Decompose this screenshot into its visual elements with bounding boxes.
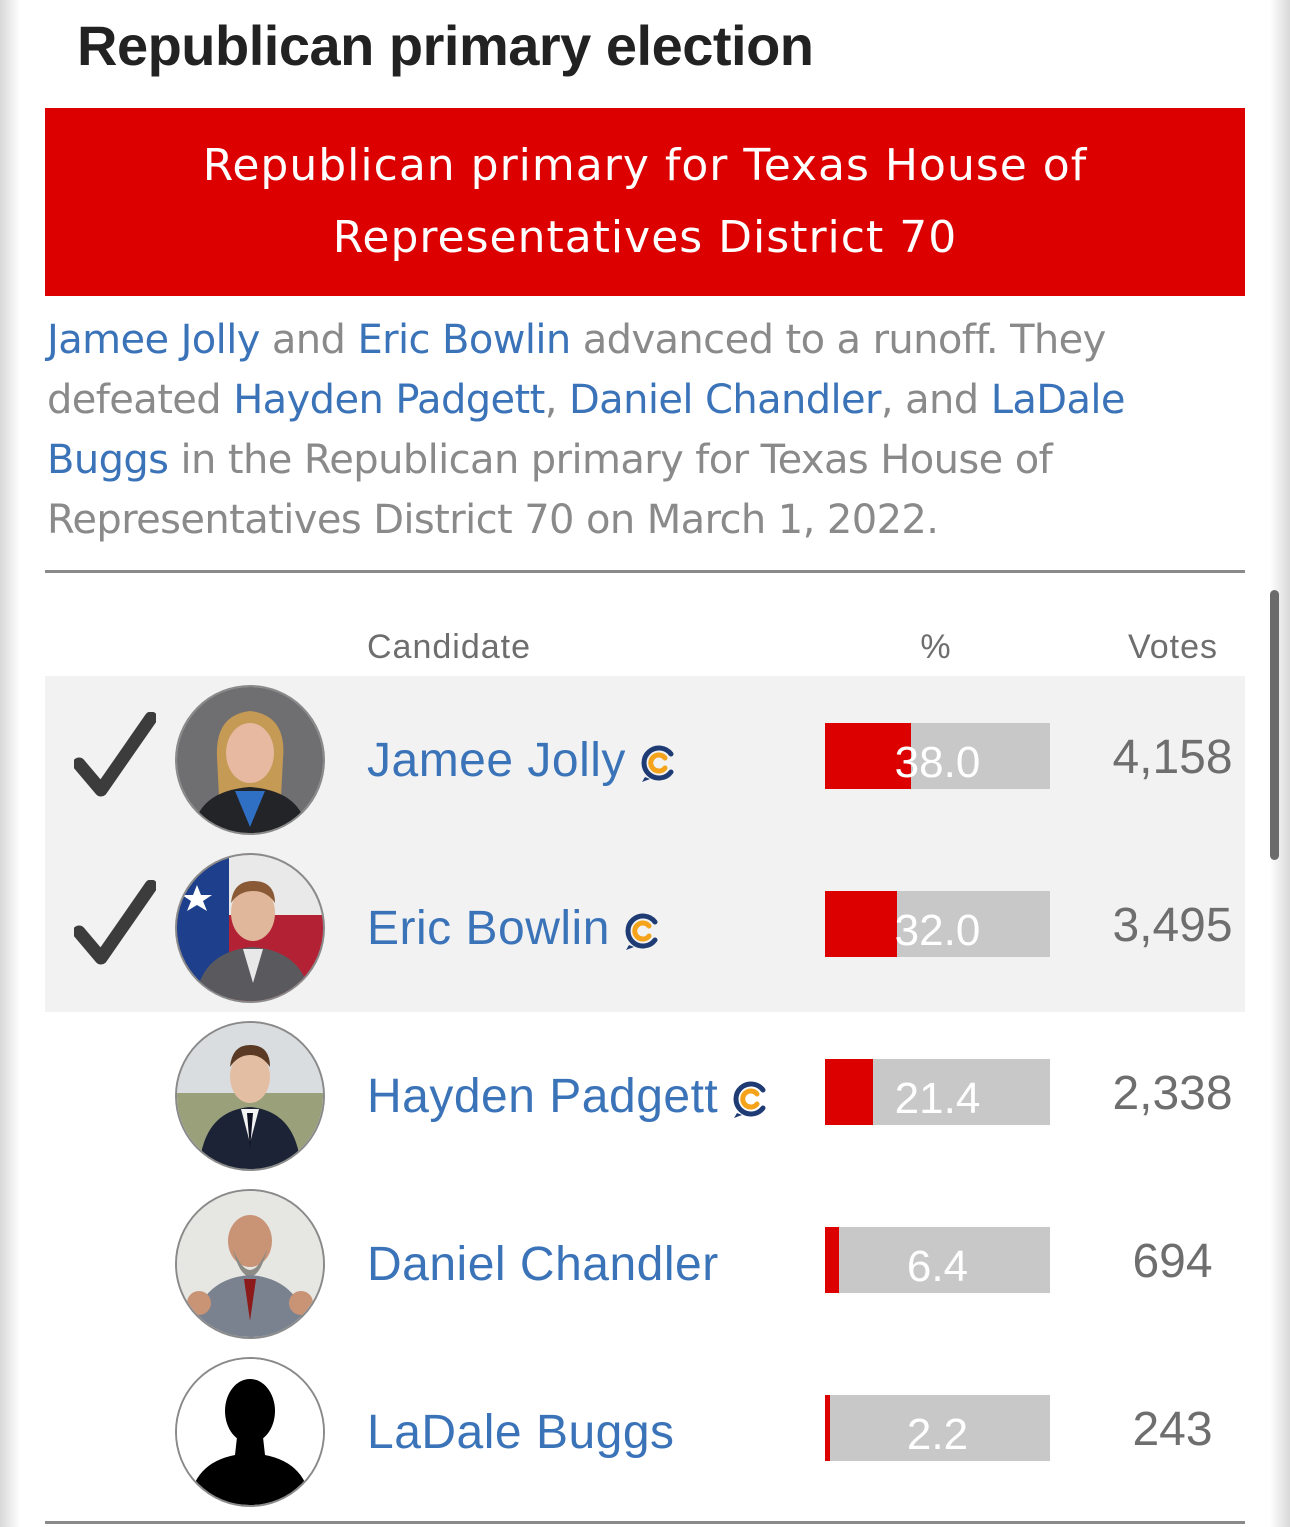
candidate-name: Eric Bowlin	[367, 902, 610, 955]
percent-bar-fill	[825, 1395, 830, 1461]
candidate-name-link[interactable]: Daniel Chandler	[367, 1235, 719, 1295]
table-row: Hayden Padgett 21.4 2,338	[45, 1012, 1245, 1180]
candidate-name: Daniel Chandler	[367, 1238, 719, 1291]
percent-bar-fill	[825, 723, 911, 789]
divider	[45, 570, 1245, 573]
candidate-name-link[interactable]: Eric Bowlin	[367, 899, 662, 959]
candidate-name-link[interactable]: Hayden Padgett	[367, 1067, 770, 1127]
summary-link-candidate[interactable]: LaDale Buggs	[47, 377, 1126, 483]
summary-text: in the Republican primary for Texas Hous…	[47, 437, 1053, 543]
section-title: Republican primary election	[77, 14, 814, 77]
race-title: Republican primary for Texas House of Re…	[202, 140, 1088, 263]
vote-count: 2,338	[1112, 1067, 1233, 1120]
candidate-name: Hayden Padgett	[367, 1070, 719, 1123]
avatar-placeholder[interactable]	[175, 1357, 325, 1507]
summary-link-candidate[interactable]: Daniel Chandler	[568, 377, 882, 423]
percent-bar: 6.4	[825, 1227, 1050, 1293]
vote-count: 243	[1132, 1403, 1213, 1456]
percent-value: 2.2	[906, 1410, 969, 1459]
summary-link-candidate[interactable]: Hayden Padgett	[233, 377, 545, 423]
table-row: Jamee Jolly 38.0 4,158	[45, 676, 1245, 844]
summary-link-candidate[interactable]: Jamee Jolly	[47, 317, 260, 363]
ballotpedia-c-icon[interactable]	[732, 1079, 770, 1119]
percent-bar: 32.0	[825, 891, 1050, 957]
page-edge-shadow-left	[0, 0, 20, 1527]
percent-bar-fill	[825, 1059, 874, 1125]
check-icon	[74, 880, 156, 965]
percent-bar: 21.4	[825, 1059, 1050, 1125]
percent-bar: 38.0	[825, 723, 1050, 789]
summary-text: advanced to a runoff. They defeated	[47, 317, 1106, 423]
summary-text: ,	[544, 377, 569, 423]
summary-text: and	[259, 317, 358, 363]
race-summary: Jamee Jolly and Eric Bowlin advanced to …	[47, 310, 1147, 550]
divider	[45, 1521, 1245, 1524]
page-edge-shadow-right	[1270, 0, 1290, 1527]
avatar[interactable]	[175, 853, 325, 1003]
vote-count: 694	[1132, 1235, 1213, 1288]
table-row: Daniel Chandler 6.4 694	[45, 1180, 1245, 1348]
check-icon	[74, 712, 156, 797]
candidate-name: Jamee Jolly	[367, 734, 626, 787]
percent-bar-fill	[825, 891, 897, 957]
candidate-name-link[interactable]: Jamee Jolly	[367, 731, 678, 791]
ballotpedia-c-icon[interactable]	[640, 743, 678, 783]
race-header: Republican primary for Texas House of Re…	[45, 108, 1245, 296]
vote-count: 4,158	[1112, 731, 1233, 784]
percent-bar: 2.2	[825, 1395, 1050, 1461]
ballotpedia-c-icon[interactable]	[624, 911, 662, 951]
table-row: Eric Bowlin 32.0 3,495	[45, 844, 1245, 1012]
percent-bar-fill	[825, 1227, 840, 1293]
column-header-candidate: Candidate	[367, 628, 532, 666]
summary-link-candidate[interactable]: Eric Bowlin	[357, 317, 571, 363]
percent-value: 21.4	[894, 1074, 981, 1123]
candidate-name-link[interactable]: LaDale Buggs	[367, 1403, 675, 1463]
summary-text: , and	[880, 377, 991, 423]
scrollbar[interactable]	[1270, 590, 1279, 860]
vote-count: 3,495	[1112, 899, 1233, 952]
avatar[interactable]	[175, 1189, 325, 1339]
avatar[interactable]	[175, 1021, 325, 1171]
table-row: LaDale Buggs 2.2 243	[45, 1348, 1245, 1516]
percent-value: 38.0	[894, 738, 981, 787]
column-header-votes: Votes	[1127, 628, 1219, 666]
candidate-name: LaDale Buggs	[367, 1406, 675, 1459]
results-table: Jamee Jolly 38.0 4,158 Eric Bowlin	[45, 676, 1245, 1516]
percent-value: 6.4	[906, 1242, 969, 1291]
percent-value: 32.0	[894, 906, 981, 955]
column-header-percent: %	[920, 628, 952, 666]
avatar[interactable]	[175, 685, 325, 835]
